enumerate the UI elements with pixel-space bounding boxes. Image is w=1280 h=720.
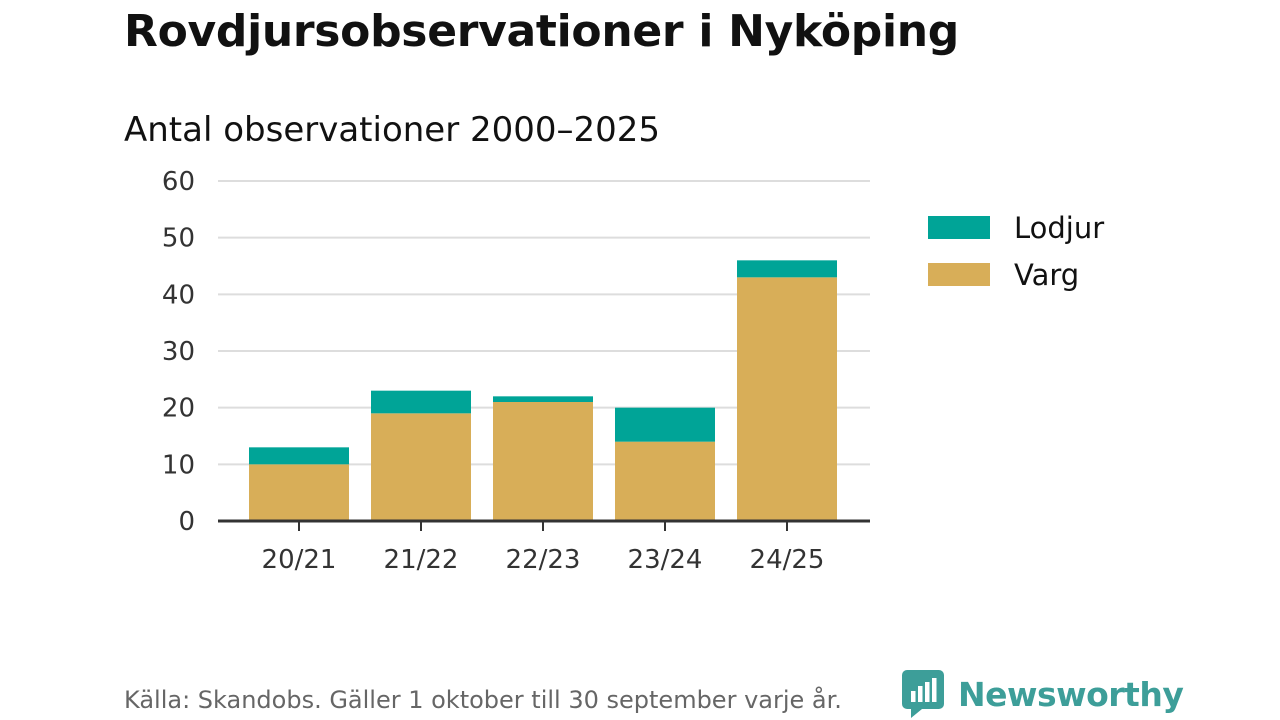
y-tick-label: 30: [162, 337, 195, 367]
y-tick-label: 60: [162, 167, 195, 197]
x-tick-label: 24/25: [750, 545, 825, 575]
bars: [249, 260, 837, 521]
newsworthy-logo[interactable]: Newsworthy: [902, 670, 1184, 718]
legend-label-varg: Varg: [1014, 258, 1079, 292]
y-tick-label: 20: [162, 394, 195, 424]
x-tick-label: 23/24: [628, 545, 703, 575]
x-tick-label: 21/22: [384, 545, 459, 575]
source-note: Källa: Skandobs. Gäller 1 oktober till 3…: [124, 686, 842, 714]
axes: 0 10 20 30 40 50 60 20/21 21/22 22/23 23/24 24/25: [162, 167, 870, 575]
y-tick-label: 50: [162, 224, 195, 254]
bar-lodjur-23-24: [615, 407, 715, 442]
x-tick-label: 22/23: [506, 545, 581, 575]
bar-lodjur-21-22: [371, 390, 471, 414]
bar-lodjur-22-23: [493, 396, 593, 402]
bar-varg-23-24: [615, 441, 715, 521]
stacked-bar-chart: 0 10 20 30 40 50 60 20/21 21/22 22/23 23/24 24/25 L…: [162, 167, 1104, 575]
chart-title: Rovdjursobservationer i Nyköping: [124, 6, 959, 57]
bar-lodjur-24-25: [737, 260, 837, 278]
bar-varg-22-23: [493, 402, 593, 521]
bar-varg-21-22: [371, 413, 471, 521]
bar-varg-20-21: [249, 464, 349, 521]
legend-label-lodjur: Lodjur: [1014, 211, 1104, 245]
y-tick-label: 0: [178, 507, 195, 537]
legend-swatch-varg: [928, 263, 990, 286]
chart-subtitle: Antal observationer 2000–2025: [124, 110, 661, 150]
newsworthy-logo-icon: [902, 670, 944, 718]
bar-varg-24-25: [737, 277, 837, 521]
brand-name: Newsworthy: [958, 674, 1184, 714]
x-tick-label: 20/21: [262, 545, 337, 575]
y-tick-label: 40: [162, 280, 195, 310]
bar-lodjur-20-21: [249, 447, 349, 465]
legend: Lodjur Varg: [928, 211, 1104, 292]
y-tick-label: 10: [162, 450, 195, 480]
legend-swatch-lodjur: [928, 216, 990, 239]
